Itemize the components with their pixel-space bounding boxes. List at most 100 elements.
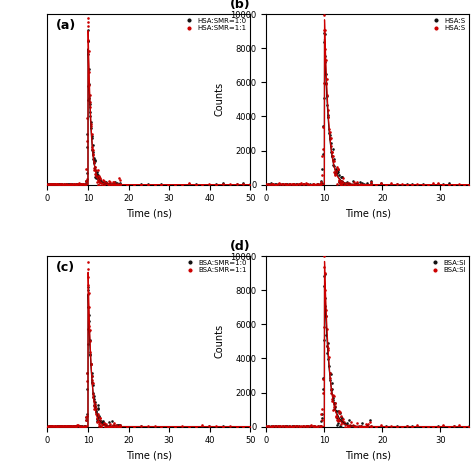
Point: [111, 423, 119, 430]
Point: [330, 157, 338, 165]
Point: [96, 177, 104, 184]
Point: [333, 415, 340, 422]
Point: [107, 423, 115, 430]
Point: [337, 412, 345, 420]
Point: [333, 417, 340, 424]
Point: [109, 423, 117, 430]
Point: [283, 423, 291, 430]
Point: [268, 181, 276, 188]
Point: [82, 165, 90, 173]
Point: [364, 423, 371, 430]
Text: (b): (b): [230, 0, 251, 11]
Point: [85, 48, 92, 55]
Point: [332, 413, 340, 420]
Point: [335, 408, 343, 415]
Point: [52, 181, 59, 188]
Point: [95, 413, 102, 421]
Point: [113, 422, 121, 430]
Point: [285, 422, 292, 429]
Point: [93, 173, 100, 181]
Point: [264, 422, 272, 430]
Point: [99, 419, 107, 427]
Point: [84, 265, 92, 273]
Point: [354, 179, 361, 186]
Point: [92, 172, 100, 179]
Point: [306, 422, 313, 430]
Point: [362, 423, 370, 430]
Point: [346, 423, 354, 430]
Point: [327, 148, 334, 155]
Point: [314, 422, 322, 430]
Point: [321, 269, 328, 276]
Point: [270, 180, 277, 188]
Point: [322, 312, 330, 320]
Point: [84, 304, 92, 311]
Point: [330, 163, 337, 170]
Point: [286, 180, 294, 188]
Point: [52, 180, 59, 188]
Point: [330, 392, 337, 400]
Point: [325, 129, 333, 137]
Point: [439, 181, 447, 188]
Point: [89, 146, 96, 154]
Point: [336, 408, 344, 415]
Point: [434, 422, 442, 430]
Point: [424, 181, 431, 188]
Point: [144, 422, 152, 430]
Point: [205, 181, 213, 189]
Point: [331, 169, 338, 177]
Point: [267, 180, 274, 187]
Point: [84, 325, 91, 333]
Point: [115, 181, 122, 188]
Point: [65, 181, 73, 188]
Point: [268, 181, 276, 188]
Point: [278, 422, 286, 429]
Point: [353, 423, 360, 430]
Point: [263, 180, 270, 188]
Point: [366, 417, 374, 424]
Point: [347, 181, 355, 189]
Point: [393, 423, 401, 430]
Point: [63, 422, 71, 429]
Point: [306, 181, 313, 188]
Point: [95, 419, 103, 426]
Point: [74, 422, 82, 430]
Point: [98, 179, 106, 186]
Point: [144, 181, 152, 189]
Point: [356, 423, 364, 430]
Point: [320, 272, 328, 280]
Point: [328, 148, 336, 156]
Point: [319, 151, 327, 158]
Point: [64, 422, 72, 429]
Point: [96, 178, 103, 185]
Point: [336, 179, 344, 186]
Point: [292, 422, 300, 430]
Point: [319, 385, 327, 392]
Point: [324, 339, 332, 347]
Point: [93, 416, 100, 423]
Point: [47, 180, 55, 188]
Point: [366, 181, 374, 189]
Point: [100, 177, 107, 184]
Point: [357, 180, 365, 187]
Point: [239, 180, 247, 188]
Point: [83, 369, 91, 377]
Point: [322, 306, 330, 314]
Point: [87, 103, 94, 111]
Point: [328, 395, 335, 403]
Point: [90, 152, 97, 159]
Point: [419, 180, 427, 188]
Point: [58, 181, 66, 188]
Point: [329, 156, 337, 164]
Point: [324, 349, 331, 357]
Point: [274, 181, 282, 188]
Point: [55, 422, 62, 430]
Point: [92, 410, 100, 418]
Point: [97, 417, 105, 424]
Point: [91, 156, 98, 164]
Point: [419, 181, 427, 189]
Point: [332, 412, 339, 420]
Point: [96, 178, 103, 186]
Point: [84, 37, 92, 45]
Point: [239, 423, 247, 430]
